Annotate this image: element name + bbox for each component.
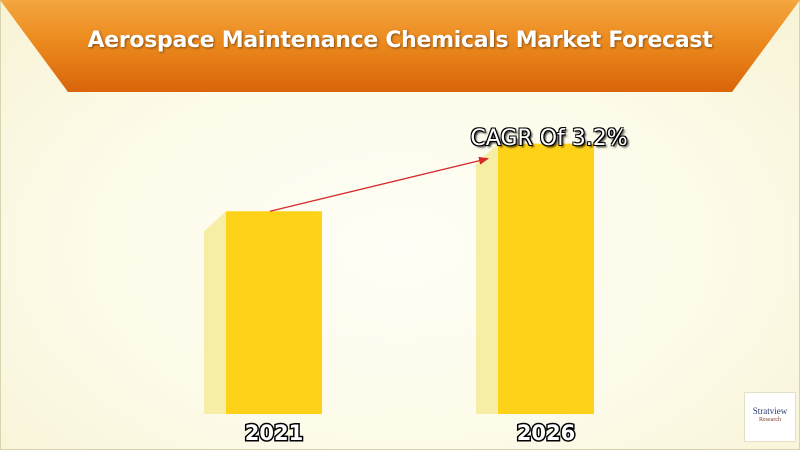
logo-sub: Research [759,417,781,423]
bar-side-2026 [476,143,498,415]
x-tick-label-2026: 2026 [517,421,575,445]
growth-arrow [269,156,489,212]
title-banner [0,0,800,92]
cagr-label: CAGR Of 3.2% [470,126,628,151]
bar-2026 [476,143,594,415]
bar-front-2026 [498,143,594,415]
bar-2021 [204,211,322,414]
stratview-logo: Stratview Research [744,392,796,442]
x-tick-label-2021: 2021 [245,421,303,445]
bar-side-2021 [204,211,226,414]
chart-title: Aerospace Maintenance Chemicals Market F… [87,28,713,53]
bar-front-2021 [226,211,322,414]
logo-name: Stratview [752,406,788,416]
